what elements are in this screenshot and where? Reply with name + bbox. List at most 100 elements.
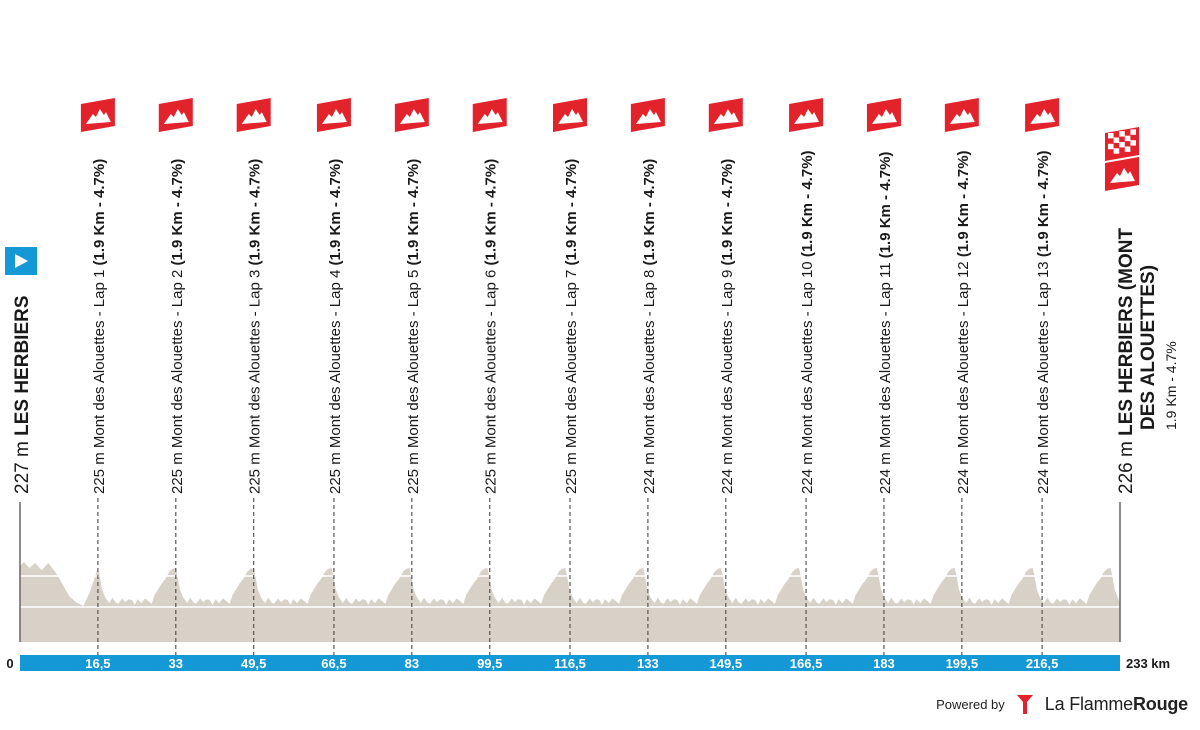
axis-tick-label: 233 km: [1126, 656, 1170, 671]
powered-by-label: Powered by: [936, 696, 1005, 712]
mountain-climb-icon: [944, 98, 979, 132]
mountain-icon-shape: [871, 109, 897, 124]
climb-altitude: 224 m: [1035, 448, 1052, 494]
mountain-climb-icon: [394, 98, 429, 132]
la-flamme-rouge-logo-icon: [1016, 695, 1033, 714]
climb-detail: (1.9 Km - 4.7%): [877, 152, 894, 259]
mountain-climb-icon: [789, 98, 824, 132]
mountain-icon-shape: [794, 109, 820, 124]
climb-altitude: 224 m: [799, 448, 816, 494]
finish-climb-info: 1.9 Km - 4.7%: [1163, 341, 1179, 430]
finish-altitude: 226 m: [1116, 436, 1137, 494]
climb-altitude: 225 m: [327, 448, 344, 494]
climb-detail: (1.9 Km - 4.7%): [169, 159, 186, 266]
climb-name: Mont des Alouettes - Lap 7: [563, 266, 580, 449]
checkered-square: [1113, 137, 1120, 143]
climb-altitude: 224 m: [641, 448, 658, 494]
climb-detail: (1.9 Km - 4.7%): [1035, 150, 1052, 257]
powered-by-footer: Powered by La FlammeRouge: [936, 691, 1188, 717]
axis-tick-label: 99,5: [477, 656, 502, 671]
mountain-climb-icon: [236, 98, 271, 132]
mountain-climb-icon: [1025, 98, 1060, 132]
climb-altitude: 224 m: [719, 448, 736, 494]
climb-label-group: 225 m Mont des Alouettes - Lap 2 (1.9 Km…: [169, 159, 186, 494]
checkered-square: [1130, 129, 1136, 135]
climb-altitude: 225 m: [247, 448, 264, 494]
climb-detail: (1.9 Km - 4.7%): [719, 159, 736, 266]
finish-mountain-icon: [1105, 157, 1139, 191]
climb-label-group: 224 m Mont des Alouettes - Lap 12 (1.9 K…: [955, 150, 972, 494]
climb-detail: (1.9 Km - 4.7%): [91, 159, 108, 266]
mountain-climb-icon: [866, 98, 901, 132]
climb-name: Mont des Alouettes - Lap 3: [247, 266, 264, 449]
climb-altitude: 225 m: [169, 448, 186, 494]
start-label: 227 m LES HERBIERS: [12, 295, 33, 494]
mountain-climb-icon: [158, 98, 193, 132]
checkered-square: [1124, 135, 1131, 142]
axis-tick-label: 49,5: [241, 656, 266, 671]
checkered-square: [1108, 133, 1114, 139]
mountain-icon-shape: [713, 109, 739, 124]
climb-altitude: 224 m: [877, 448, 894, 494]
mountain-icon-shape: [635, 109, 661, 124]
climb-detail: (1.9 Km - 4.7%): [327, 159, 344, 266]
mountain-climb-icon: [708, 98, 743, 132]
climb-altitude: 224 m: [955, 448, 972, 494]
mountain-icon-shape: [477, 109, 503, 124]
climb-name: Mont des Alouettes - Lap 4: [327, 266, 344, 449]
mountain-icon-shape: [558, 109, 583, 124]
mountain-climb-icon: [80, 98, 115, 132]
climb-detail: (1.9 Km - 4.7%): [405, 159, 422, 266]
climb-label-group: 225 m Mont des Alouettes - Lap 1 (1.9 Km…: [91, 159, 108, 494]
climb-altitude: 225 m: [483, 448, 500, 494]
checkered-square: [1124, 146, 1131, 152]
climb-detail: (1.9 Km - 4.7%): [799, 150, 816, 257]
climb-name: Mont des Alouettes - Lap 9: [719, 266, 736, 449]
finish-name-line2: DES ALOUETTES): [1138, 265, 1159, 430]
checkered-square: [1113, 148, 1120, 154]
climb-label: 224 m Mont des Alouettes - Lap 10 (1.9 K…: [799, 150, 816, 494]
climb-label-group: 225 m Mont des Alouettes - Lap 3 (1.9 Km…: [247, 159, 264, 494]
climb-label: 224 m Mont des Alouettes - Lap 8 (1.9 Km…: [641, 159, 658, 494]
axis-tick-label: 33: [169, 656, 183, 671]
axis-tick-label: 0: [6, 656, 13, 671]
climb-label: 225 m Mont des Alouettes - Lap 7 (1.9 Km…: [563, 159, 580, 494]
climb-name: Mont des Alouettes - Lap 11: [877, 258, 894, 448]
climb-name: Mont des Alouettes - Lap 5: [405, 266, 422, 449]
start-flag-arrow: [15, 254, 28, 268]
axis-tick-label: 16,5: [85, 656, 110, 671]
climb-label: 225 m Mont des Alouettes - Lap 2 (1.9 Km…: [169, 159, 186, 494]
climb-altitude: 225 m: [405, 448, 422, 494]
finish-name-line1: LES HERBIERS (MONT: [1116, 228, 1137, 436]
climb-detail: (1.9 Km - 4.7%): [955, 150, 972, 257]
start-name: LES HERBIERS: [12, 295, 33, 435]
climb-name: Mont des Alouettes - Lap 10: [799, 257, 816, 448]
climb-label: 224 m Mont des Alouettes - Lap 12 (1.9 K…: [955, 150, 972, 494]
climb-label-group: 225 m Mont des Alouettes - Lap 6 (1.9 Km…: [483, 159, 500, 494]
axis-tick-label: 166,5: [790, 656, 823, 671]
axis-tick-label: 216,5: [1026, 656, 1059, 671]
profile-area: [20, 562, 1120, 642]
checkered-finish-icon: [1105, 127, 1139, 161]
axis-tick-label: 183: [873, 656, 895, 671]
checkered-square: [1108, 143, 1114, 150]
climb-detail: (1.9 Km - 4.7%): [483, 159, 500, 266]
checkered-square: [1119, 131, 1125, 137]
climb-label-group: 224 m Mont des Alouettes - Lap 11 (1.9 K…: [877, 152, 894, 494]
axis-tick-label: 83: [405, 656, 419, 671]
climb-detail: (1.9 Km - 4.7%): [247, 159, 264, 266]
brand-name-part1: La Flamme: [1044, 693, 1133, 714]
climb-label-group: 224 m Mont des Alouettes - Lap 13 (1.9 K…: [1035, 150, 1052, 494]
mountain-icon-shape: [949, 109, 975, 124]
mountain-icon-shape: [321, 109, 347, 124]
axis-tick-label: 149,5: [710, 656, 743, 671]
axis-tick-label: 116,5: [554, 656, 586, 671]
climb-name: Mont des Alouettes - Lap 8: [641, 266, 658, 449]
climb-label-group: 225 m Mont des Alouettes - Lap 5 (1.9 Km…: [405, 159, 422, 494]
climb-label: 225 m Mont des Alouettes - Lap 5 (1.9 Km…: [405, 159, 422, 494]
climb-name: Mont des Alouettes - Lap 12: [955, 257, 972, 448]
climb-label: 224 m Mont des Alouettes - Lap 11 (1.9 K…: [877, 152, 894, 494]
checkered-square: [1130, 140, 1136, 146]
